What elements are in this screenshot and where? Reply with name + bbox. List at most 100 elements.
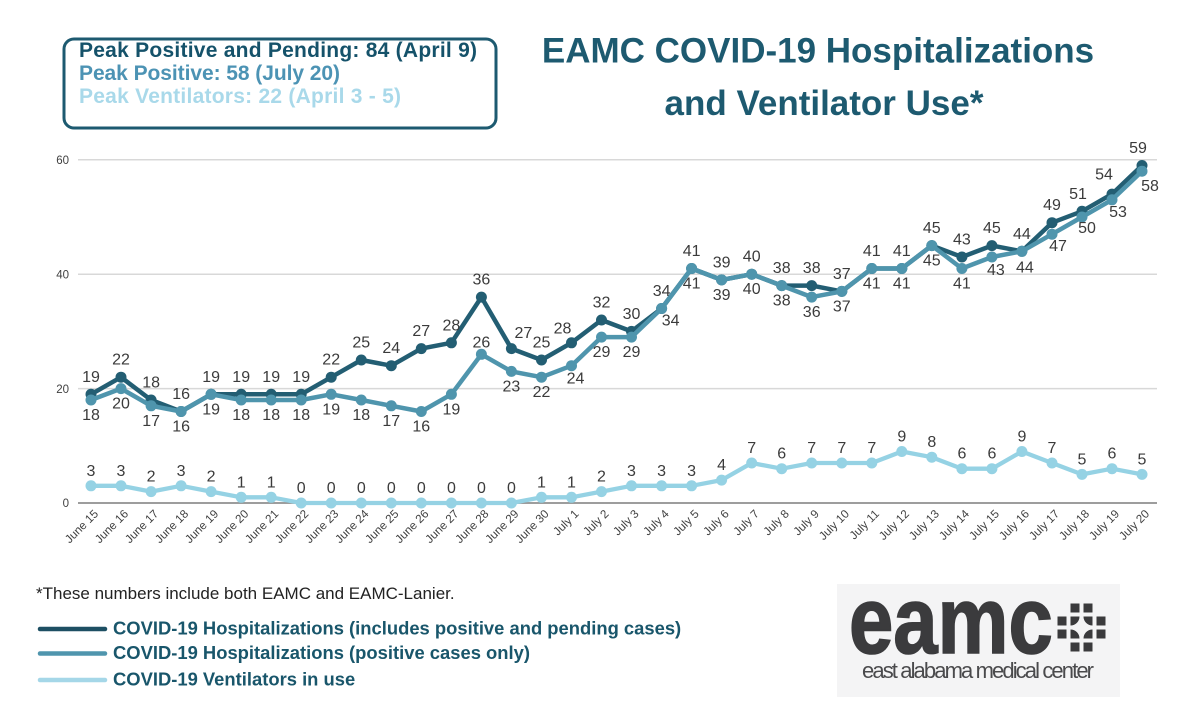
svg-text:7: 7 (867, 440, 876, 457)
svg-text:50: 50 (1078, 220, 1096, 237)
svg-text:19: 19 (322, 401, 340, 418)
svg-text:20: 20 (56, 384, 69, 396)
svg-text:0: 0 (477, 480, 486, 497)
svg-text:29: 29 (623, 344, 641, 361)
svg-text:16: 16 (172, 386, 190, 403)
svg-text:58: 58 (1141, 178, 1159, 195)
svg-text:3: 3 (687, 463, 696, 480)
svg-text:7: 7 (837, 440, 846, 457)
svg-text:37: 37 (833, 266, 851, 283)
svg-text:22: 22 (112, 352, 130, 369)
svg-text:16: 16 (172, 419, 190, 436)
svg-text:and Ventilator Use*: and Ventilator Use* (665, 84, 984, 123)
svg-text:5: 5 (1078, 451, 1087, 468)
svg-text:22: 22 (322, 352, 340, 369)
svg-text:2: 2 (597, 469, 606, 486)
svg-text:3: 3 (177, 463, 186, 480)
svg-text:38: 38 (803, 260, 821, 277)
svg-text:0: 0 (417, 480, 426, 497)
svg-text:34: 34 (662, 313, 680, 330)
svg-text:2: 2 (207, 469, 216, 486)
svg-text:COVID-19 Ventilators in use: COVID-19 Ventilators in use (113, 669, 355, 690)
svg-text:19: 19 (262, 369, 280, 386)
svg-text:40: 40 (56, 269, 69, 281)
svg-text:COVID-19 Hospitalizations (inc: COVID-19 Hospitalizations (includes posi… (113, 618, 681, 639)
svg-text:18: 18 (292, 407, 310, 424)
svg-text:53: 53 (1109, 204, 1127, 221)
svg-text:27: 27 (412, 323, 430, 340)
svg-text:18: 18 (262, 407, 280, 424)
svg-text:37: 37 (833, 298, 851, 315)
svg-text:41: 41 (683, 276, 701, 293)
svg-text:24: 24 (382, 340, 400, 357)
svg-text:3: 3 (87, 463, 96, 480)
svg-text:4: 4 (717, 457, 726, 474)
svg-text:0: 0 (387, 480, 396, 497)
svg-text:EAMC COVID-19 Hospitalizations: EAMC COVID-19 Hospitalizations (542, 32, 1094, 71)
svg-text:18: 18 (352, 407, 370, 424)
svg-text:19: 19 (292, 369, 310, 386)
svg-text:41: 41 (893, 243, 911, 260)
svg-text:25: 25 (352, 335, 370, 352)
svg-text:22: 22 (533, 384, 551, 401)
svg-text:5: 5 (1138, 451, 1147, 468)
svg-text:1: 1 (267, 474, 276, 491)
svg-text:9: 9 (897, 429, 906, 446)
svg-text:1: 1 (237, 474, 246, 491)
svg-text:30: 30 (623, 306, 641, 323)
svg-text:28: 28 (443, 317, 461, 334)
svg-text:41: 41 (863, 276, 881, 293)
svg-text:18: 18 (82, 407, 100, 424)
svg-text:27: 27 (515, 325, 533, 342)
svg-text:7: 7 (747, 440, 756, 457)
svg-text:0: 0 (507, 480, 516, 497)
svg-text:40: 40 (743, 249, 761, 266)
svg-text:59: 59 (1129, 140, 1147, 157)
svg-text:Peak Positive and Pending: 84: Peak Positive and Pending: 84 (April 9) (79, 39, 477, 62)
svg-text:60: 60 (56, 155, 69, 167)
svg-text:41: 41 (863, 243, 881, 260)
svg-text:17: 17 (382, 413, 400, 430)
svg-text:19: 19 (202, 401, 220, 418)
svg-text:3: 3 (627, 463, 636, 480)
svg-text:36: 36 (803, 304, 821, 321)
svg-text:45: 45 (923, 253, 941, 270)
svg-text:19: 19 (202, 369, 220, 386)
svg-text:Peak Positive: 58 (July 20): Peak Positive: 58 (July 20) (79, 62, 340, 85)
svg-text:0: 0 (357, 480, 366, 497)
svg-text:7: 7 (807, 440, 816, 457)
svg-text:43: 43 (953, 232, 971, 249)
svg-text:28: 28 (554, 320, 572, 337)
svg-text:19: 19 (443, 401, 461, 418)
svg-text:38: 38 (773, 260, 791, 277)
svg-text:east alabama medical center: east alabama medical center (862, 658, 1094, 683)
svg-text:6: 6 (987, 446, 996, 463)
svg-text:38: 38 (773, 293, 791, 310)
svg-text:51: 51 (1069, 186, 1087, 203)
svg-text:8: 8 (927, 434, 936, 451)
svg-text:36: 36 (473, 272, 491, 289)
svg-text:26: 26 (473, 334, 491, 351)
svg-text:9: 9 (1017, 429, 1026, 446)
svg-text:17: 17 (142, 413, 160, 430)
svg-text:43: 43 (987, 262, 1005, 279)
svg-text:7: 7 (1048, 440, 1057, 457)
svg-text:18: 18 (142, 375, 160, 392)
svg-text:0: 0 (327, 480, 336, 497)
svg-text:29: 29 (593, 344, 611, 361)
svg-text:3: 3 (117, 463, 126, 480)
svg-text:2: 2 (147, 469, 156, 486)
svg-text:6: 6 (777, 446, 786, 463)
svg-text:41: 41 (953, 276, 971, 293)
svg-text:6: 6 (957, 446, 966, 463)
svg-text:45: 45 (983, 220, 1001, 237)
svg-text:*These numbers include both EA: *These numbers include both EAMC and EAM… (36, 584, 455, 603)
svg-text:47: 47 (1049, 238, 1067, 255)
svg-text:19: 19 (82, 369, 100, 386)
svg-text:45: 45 (923, 220, 941, 237)
svg-text:54: 54 (1095, 167, 1113, 184)
svg-text:34: 34 (653, 283, 671, 300)
svg-text:49: 49 (1043, 197, 1061, 214)
svg-text:39: 39 (713, 287, 731, 304)
svg-text:19: 19 (232, 369, 250, 386)
